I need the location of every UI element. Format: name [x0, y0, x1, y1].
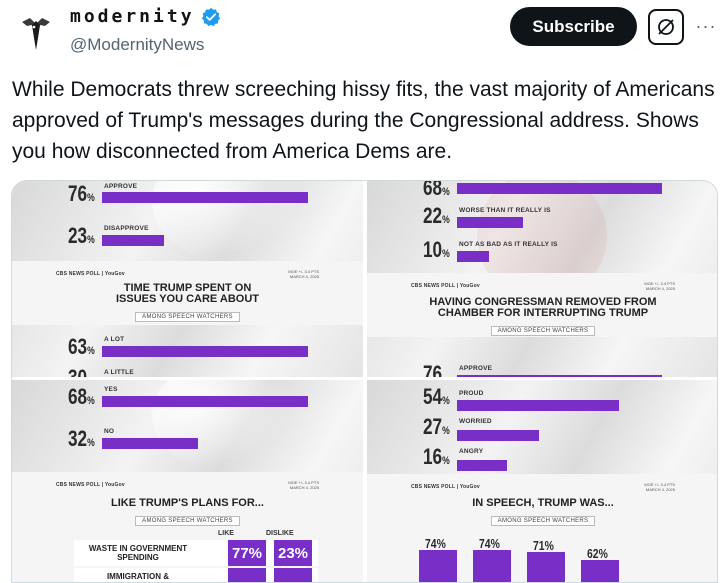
data-label: 68%	[423, 181, 450, 200]
bar-yes	[102, 396, 308, 407]
data-label: 22%	[423, 203, 450, 228]
bar-disapprove	[102, 235, 164, 246]
source-logo: CBS NEWS POLL | YouGov	[56, 271, 125, 277]
chart-subtitle: AMONG SPEECH WATCHERS	[490, 516, 596, 526]
category-label: APPROVE	[459, 365, 493, 372]
data-label: 30	[68, 365, 87, 377]
data-label: 68%	[68, 384, 95, 409]
data-label: 10%	[423, 237, 450, 262]
category-label: WORSE THAN IT REALLY IS	[459, 207, 551, 214]
eagle-logo-icon	[12, 8, 60, 56]
poll-image-1[interactable]: 76% APPROVE 23% DISAPPROVE CBS NEWS POLL…	[12, 181, 363, 377]
avatar[interactable]	[12, 8, 60, 56]
vbar-3	[527, 552, 565, 582]
dislike-cell: 23%	[274, 540, 312, 566]
tweet-text: While Democrats threw screeching hissy f…	[12, 78, 715, 163]
data-label: 62%	[587, 546, 608, 561]
bar-no	[102, 438, 198, 449]
chart-header: CBS NEWS POLL | YouGov MOE +/- 3.4 PTS M…	[367, 273, 717, 337]
category-label: ANGRY	[459, 448, 484, 455]
row-label: WASTE IN GOVERNMENT SPENDING	[88, 544, 188, 562]
chart-header: CBS NEWS POLL | YouGov MOE +/- 3.4 PTS M…	[12, 261, 363, 325]
bar-angry	[457, 460, 507, 471]
margin-of-error: MOE +/- 3.4 PTS MARCH 4, 2025	[288, 269, 319, 279]
data-label: 74%	[425, 536, 446, 551]
chart-title: IN SPEECH, TRUMP WAS...	[472, 497, 614, 509]
poll-image-2[interactable]: 68% 22% WORSE THAN IT REALLY IS 10% NOT …	[367, 181, 717, 377]
category-label: A LOT	[104, 336, 125, 343]
grok-icon	[658, 19, 674, 35]
table-row: WASTE IN GOVERNMENT SPENDING 77% 23%	[74, 540, 318, 566]
author-name-row: modernity	[70, 6, 221, 27]
category-label: WORRIED	[459, 418, 492, 425]
table-row: IMMIGRATION &	[74, 568, 318, 582]
verified-badge-icon	[201, 7, 220, 26]
like-cell: 77%	[228, 540, 266, 566]
data-label: 74%	[479, 536, 500, 551]
chart-title: LIKE TRUMP'S PLANS FOR...	[111, 497, 264, 509]
category-label: NOT AS BAD AS IT REALLY IS	[459, 241, 558, 248]
chart-subtitle: AMONG SPEECH WATCHERS	[490, 326, 596, 336]
row-label: IMMIGRATION &	[106, 572, 170, 581]
bar-proud	[457, 400, 619, 411]
poll-image-4[interactable]: 54% PROUD 27% WORRIED 16% ANGRY CBS NEWS…	[367, 380, 717, 582]
vbar-2	[473, 550, 511, 582]
data-label: 16%	[423, 444, 450, 469]
data-label: 76%	[68, 181, 95, 206]
data-label: 71%	[533, 538, 554, 553]
author-handle[interactable]: @ModernityNews	[70, 35, 205, 54]
source-logo: CBS NEWS POLL | YouGov	[411, 484, 480, 490]
margin-of-error: MOE +/- 3.4 PTS MARCH 4, 2025	[288, 480, 319, 490]
category-label: PROUD	[459, 390, 484, 397]
chart-title: HAVING CONGRESSMAN REMOVED FROM CHAMBER …	[429, 296, 657, 319]
chart-title: TIME TRUMP SPENT ON ISSUES YOU CARE ABOU…	[115, 282, 260, 305]
display-name[interactable]: modernity	[70, 6, 195, 27]
chart-header: CBS NEWS POLL | YouGov MOE +/- 3.4 PTS M…	[367, 474, 717, 582]
subscribe-button[interactable]: Subscribe	[510, 7, 637, 46]
column-header: LIKE	[218, 530, 234, 537]
data-label: 23%	[68, 223, 95, 248]
more-options-icon[interactable]: ···	[695, 15, 717, 36]
grok-button[interactable]	[648, 9, 684, 45]
data-label: 32%	[68, 426, 95, 451]
bar-a-lot	[102, 346, 308, 357]
chart-subtitle: AMONG SPEECH WATCHERS	[135, 312, 240, 322]
chart-header: CBS NEWS POLL | YouGov MOE +/- 3.4 PTS M…	[12, 472, 363, 582]
category-label: APPROVE	[104, 183, 138, 190]
bar-68	[457, 183, 662, 194]
category-label: A LITTLE	[104, 369, 134, 376]
chart-subtitle: AMONG SPEECH WATCHERS	[135, 516, 240, 526]
bar-approve	[102, 192, 308, 203]
data-label: 63%	[68, 334, 95, 359]
source-logo: CBS NEWS POLL | YouGov	[56, 482, 125, 488]
poll-image-3[interactable]: 68% YES 32% NO CBS NEWS POLL | YouGov MO…	[12, 380, 363, 582]
margin-of-error: MOE +/- 3.4 PTS MARCH 4, 2025	[644, 281, 675, 291]
margin-of-error: MOE +/- 3.4 PTS MARCH 4, 2025	[644, 482, 675, 492]
category-label: NO	[104, 428, 115, 435]
category-label: DISAPPROVE	[104, 225, 149, 232]
data-label: 27%	[423, 414, 450, 439]
bar-approve-removed	[457, 375, 662, 377]
vbar-4	[581, 560, 619, 582]
dislike-cell	[274, 568, 312, 582]
data-label: 76	[423, 361, 443, 377]
vbar-1	[419, 550, 457, 582]
data-label: 54%	[423, 384, 450, 409]
bar-worried	[457, 430, 539, 441]
source-logo: CBS NEWS POLL | YouGov	[411, 283, 480, 289]
column-header: DISLIKE	[266, 530, 294, 537]
bar-worse	[457, 217, 523, 228]
tweet-media-grid[interactable]: 76% APPROVE 23% DISAPPROVE CBS NEWS POLL…	[11, 180, 718, 583]
category-label: YES	[104, 386, 118, 393]
bar-not-as-bad	[457, 251, 489, 262]
like-cell	[228, 568, 266, 582]
